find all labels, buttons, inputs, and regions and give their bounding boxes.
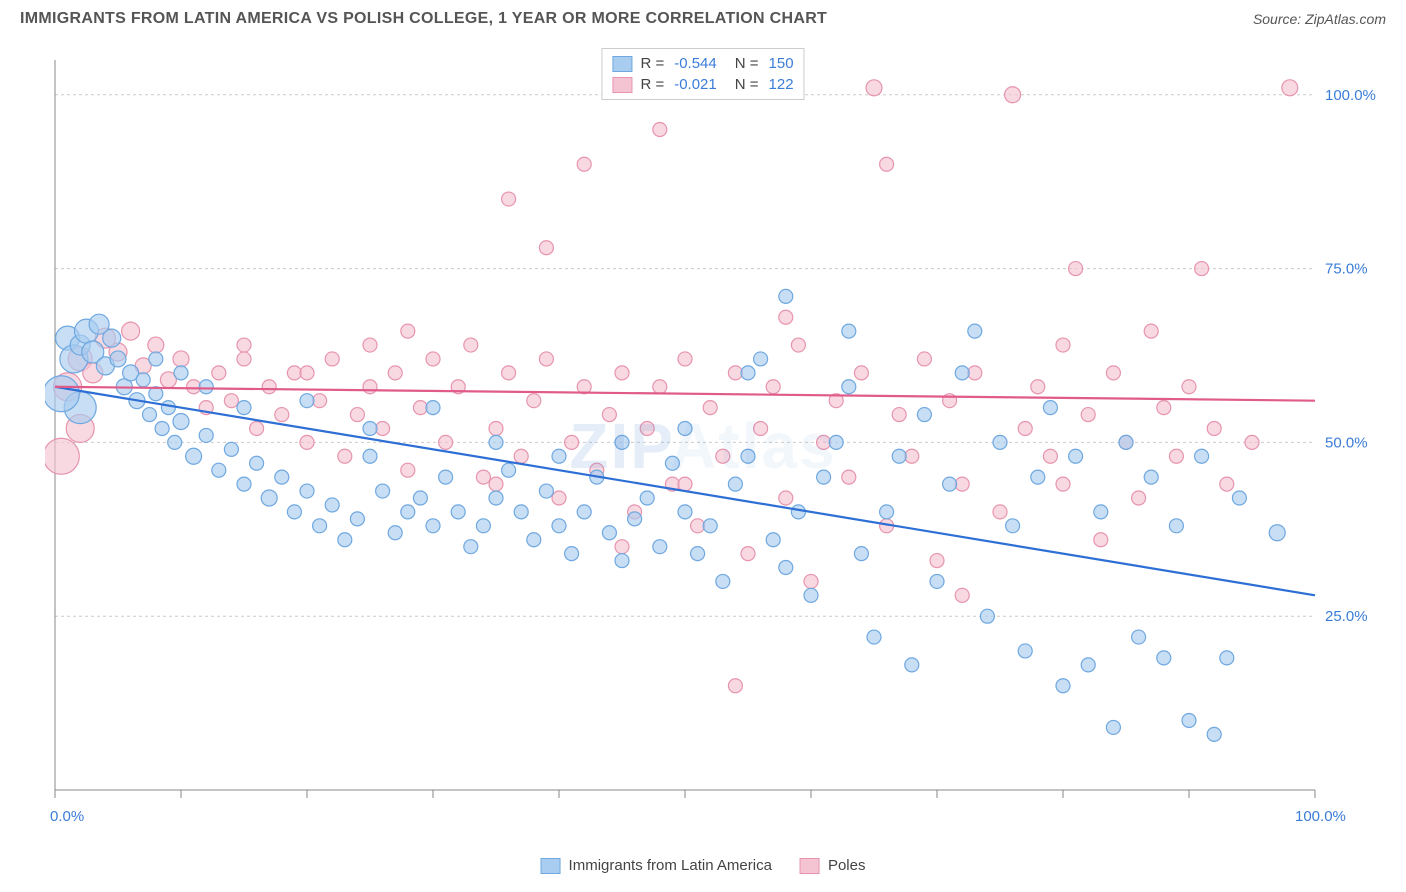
swatch-series2 (612, 77, 632, 93)
swatch-series1-bottom (541, 858, 561, 874)
n-value-series1: 150 (769, 55, 794, 72)
legend-correlation: R = -0.544 N = 150 R = -0.021 N = 122 (601, 48, 804, 100)
x-axis-min-label: 0.0% (50, 808, 84, 825)
n-value-series2: 122 (769, 76, 794, 93)
legend-item-series2: Poles (800, 857, 866, 874)
legend-label-series2: Poles (828, 857, 866, 874)
legend-row-series1: R = -0.544 N = 150 (612, 53, 793, 74)
n-label: N = (735, 76, 759, 93)
swatch-series1 (612, 56, 632, 72)
chart-title: IMMIGRANTS FROM LATIN AMERICA VS POLISH … (20, 10, 827, 28)
chart-container: 25.0% 50.0% 75.0% 100.0% (45, 45, 1385, 845)
svg-text:50.0%: 50.0% (1325, 434, 1368, 451)
svg-text:25.0%: 25.0% (1325, 608, 1368, 625)
svg-text:100.0%: 100.0% (1325, 87, 1376, 104)
legend-item-series1: Immigrants from Latin America (541, 857, 772, 874)
r-label: R = (640, 55, 664, 72)
svg-text:75.0%: 75.0% (1325, 261, 1368, 278)
r-label: R = (640, 76, 664, 93)
x-axis-max-label: 100.0% (1295, 808, 1346, 825)
n-label: N = (735, 55, 759, 72)
swatch-series2-bottom (800, 858, 820, 874)
chart-source: Source: ZipAtlas.com (1253, 11, 1386, 27)
legend-series: Immigrants from Latin America Poles (541, 857, 866, 874)
chart-header: IMMIGRANTS FROM LATIN AMERICA VS POLISH … (0, 0, 1406, 33)
r-value-series1: -0.544 (674, 55, 717, 72)
r-value-series2: -0.021 (674, 76, 717, 93)
legend-row-series2: R = -0.021 N = 122 (612, 74, 793, 95)
legend-label-series1: Immigrants from Latin America (569, 857, 772, 874)
scatter-chart: 25.0% 50.0% 75.0% 100.0% (45, 45, 1385, 845)
